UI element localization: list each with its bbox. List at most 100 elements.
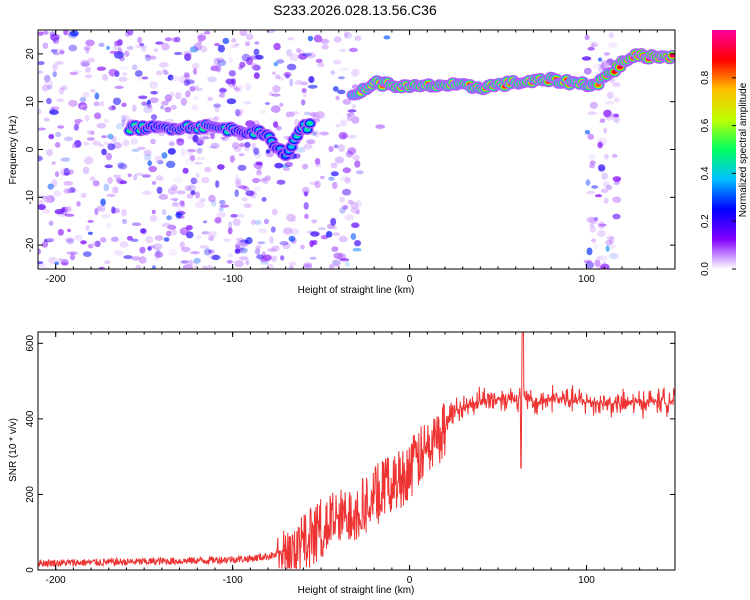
spectrogram-speckle	[605, 245, 610, 252]
spectrogram-speckle	[156, 186, 163, 194]
spectrogram-speckle	[276, 179, 286, 185]
spectrogram-speckle	[105, 152, 112, 161]
spectrogram-speckle	[54, 208, 64, 215]
spectrogram-speckle	[254, 41, 260, 45]
spectrogram-speckle	[68, 44, 78, 52]
spectrogram-speckle	[271, 93, 281, 97]
spectrogram-speckle	[79, 96, 87, 103]
spectrogram-speckle	[194, 201, 205, 209]
spectrogram-speckle	[313, 130, 321, 138]
spectrogram-speckle	[42, 208, 51, 214]
spectrogram-speckle	[82, 251, 92, 257]
spectrogram-speckle	[604, 100, 615, 105]
spectrogram-speckle	[268, 91, 274, 97]
snr-x-axis-title: Height of straight line (km)	[298, 585, 415, 596]
spectrogram-speckle	[79, 104, 89, 110]
spectrogram-speckle	[609, 252, 619, 260]
spectrogram-speckle	[52, 37, 60, 44]
spectrogram-speckle	[52, 63, 58, 71]
spectrogram-speckle	[38, 61, 45, 66]
spectrogram-speckle	[149, 81, 159, 89]
spectrogram-speckle	[249, 190, 257, 199]
spectrogram-speckle	[228, 221, 233, 229]
spectrogram-speckle	[60, 157, 71, 162]
spectrogram-speckle	[63, 188, 72, 194]
spectrogram-speckle	[196, 147, 203, 154]
spectrogram-speckle	[267, 248, 277, 253]
spectrogram-speckle	[612, 113, 619, 118]
x-tick-label: 0	[407, 575, 413, 586]
spectrogram-speckle	[583, 67, 592, 75]
spectrogram-speckle	[101, 213, 111, 219]
spectrogram-speckle	[42, 30, 49, 35]
spectrogram-speckle	[45, 148, 54, 157]
spectrogram-speckle	[295, 146, 306, 153]
spectrogram-speckle	[59, 50, 65, 55]
x-tick-label: -200	[46, 575, 66, 586]
spectrogram-speckle	[194, 161, 203, 165]
spectrogram-speckle	[167, 74, 174, 81]
spectrogram-speckle	[279, 241, 289, 246]
spectrogram-speckle	[608, 42, 618, 49]
spectrogram-speckle	[50, 49, 58, 53]
spectrogram-speckle	[303, 262, 313, 268]
spectrogram-speckle	[83, 141, 90, 146]
spectrogram-speckle-layer	[38, 30, 622, 269]
spectrogram-speckle	[163, 237, 170, 242]
spectrogram-speckle	[92, 180, 100, 187]
spectrogram-speckle	[42, 42, 49, 49]
spectrogram-speckle	[354, 240, 361, 247]
spectrogram-speckle	[167, 224, 177, 230]
spectrogram-speckle	[195, 191, 200, 199]
x-tick-label: 0	[407, 274, 413, 285]
spectrogram-speckle	[176, 190, 186, 195]
spectrogram-speckle	[100, 237, 107, 243]
spectrogram-speckle	[355, 210, 360, 215]
spectrogram-speckle	[161, 222, 172, 228]
spectrogram-speckle	[122, 72, 128, 76]
spectrogram-speckle	[63, 167, 70, 176]
spectrogram-speckle	[252, 64, 261, 71]
spectrogram-speckle	[318, 227, 326, 231]
spectrogram-speckle	[96, 205, 102, 212]
spectrogram-speckle	[255, 161, 263, 166]
y-tick-label: 0	[25, 567, 36, 573]
spectrogram-speckle	[592, 63, 601, 69]
spectrogram-speckle	[148, 55, 157, 60]
spectrogram-speckle	[286, 213, 296, 222]
spectrogram-speckle	[591, 238, 596, 243]
y-tick-label: 200	[25, 486, 36, 503]
spectrogram-speckle	[152, 243, 163, 251]
spectrogram-speckle	[188, 259, 193, 266]
spectrogram-speckle	[102, 74, 108, 81]
spectrogram-speckle	[279, 102, 284, 107]
spectrogram-speckle	[340, 204, 350, 210]
spectrogram-speckle	[107, 133, 114, 140]
snr-panel: -200 -100 0 100 0 200 400 600 Height of straigh…	[8, 331, 676, 596]
spectrogram-speckle	[115, 123, 124, 130]
spectrogram-speckle	[255, 245, 262, 250]
spectrogram-speckle	[69, 71, 79, 76]
spectrogram-speckle	[43, 74, 51, 83]
spectrogram-speckle	[284, 161, 294, 167]
spectrogram-speckle	[49, 31, 57, 37]
spectrogram-speckle	[585, 179, 591, 186]
spectrogram-speckle	[254, 220, 262, 225]
spectrogram-speckle	[131, 256, 141, 261]
spectrogram-speckle	[52, 71, 57, 78]
spectrogram-speckle	[222, 37, 230, 45]
spectrogram-speckle	[101, 135, 107, 139]
spectrogram-speckle	[261, 197, 267, 202]
spectrogram-speckle	[602, 261, 607, 269]
spectrogram-speckle	[195, 234, 202, 240]
spectrogram-speckle	[121, 119, 126, 127]
spectrogram-speckle	[168, 141, 175, 147]
spectrogram-speckle	[278, 58, 284, 63]
spectrogram-speckle	[278, 76, 284, 81]
spectrogram-speckle	[244, 143, 250, 152]
spectrogram-speckle	[314, 158, 321, 165]
spectrogram-speckle	[169, 197, 179, 201]
spectrogram-speckle	[111, 206, 116, 214]
